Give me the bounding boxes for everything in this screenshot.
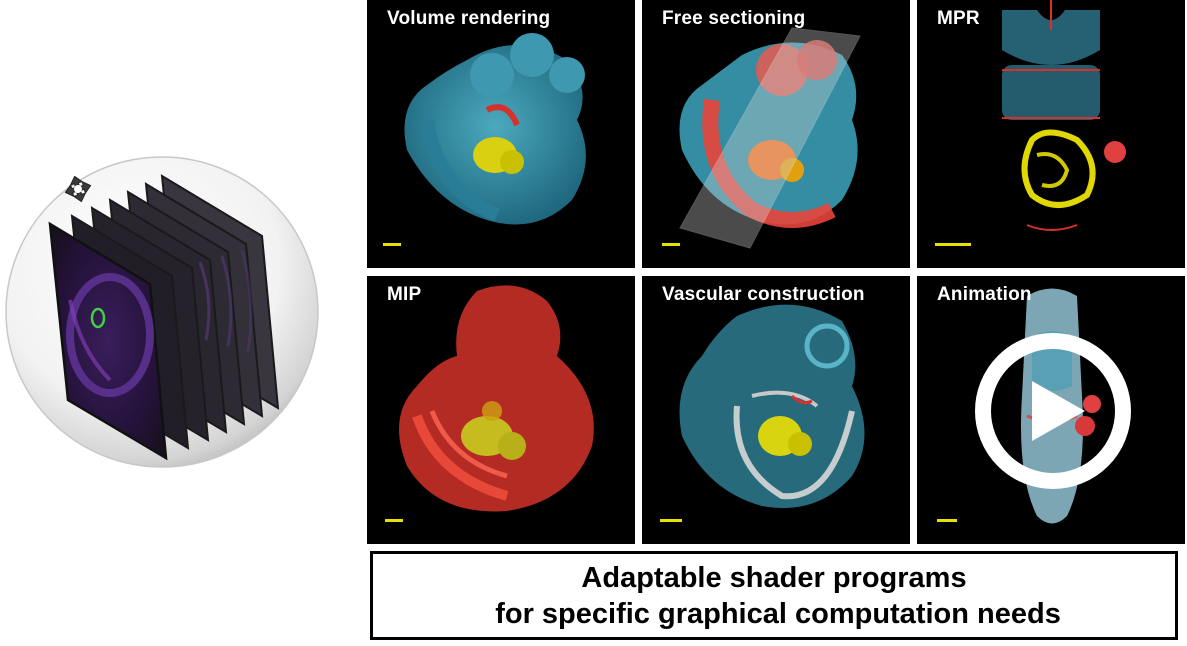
scale-bar: [660, 519, 682, 522]
panel-label: Free sectioning: [662, 8, 806, 29]
mip-image: [385, 285, 594, 522]
scale-bar: [385, 519, 403, 522]
panel-free-sectioning: Free sectioning: [642, 0, 910, 268]
vascular-construction-image: [660, 304, 865, 522]
move-arrows-icon: [64, 175, 92, 203]
panel-label: MIP: [387, 284, 422, 305]
scale-bar: [935, 243, 971, 246]
data-sphere-illustration: [0, 0, 365, 646]
panel-animation: Animation: [917, 276, 1185, 544]
panel-label: Vascular construction: [662, 284, 865, 305]
scale-bar: [937, 519, 957, 522]
scale-bar: [383, 243, 401, 246]
scale-bar: [662, 243, 680, 246]
volume-rendering-image: [383, 33, 586, 246]
play-icon[interactable]: [917, 276, 1185, 544]
panel-mpr: MPR: [917, 0, 1185, 268]
panel-label: MPR: [937, 8, 980, 29]
free-sectioning-image: [662, 27, 861, 249]
caption-box: Adaptable shader programs for specific g…: [370, 551, 1178, 640]
caption-line-1: Adaptable shader programs: [581, 561, 967, 594]
panel-vascular-construction: Vascular construction: [642, 276, 910, 544]
mpr-image: [935, 0, 1126, 246]
caption-line-2: for specific graphical computation needs: [487, 597, 1061, 630]
panel-volume-rendering: Volume rendering: [367, 0, 635, 268]
panel-label: Volume rendering: [387, 8, 551, 29]
rendering-modes-grid: Volume rendering Free sectioning: [365, 0, 1187, 548]
panel-mip: MIP: [367, 276, 635, 544]
sphere-graphic: [5, 156, 319, 468]
panel-label: Animation: [937, 284, 1032, 305]
image-slice-stack: [48, 174, 280, 461]
